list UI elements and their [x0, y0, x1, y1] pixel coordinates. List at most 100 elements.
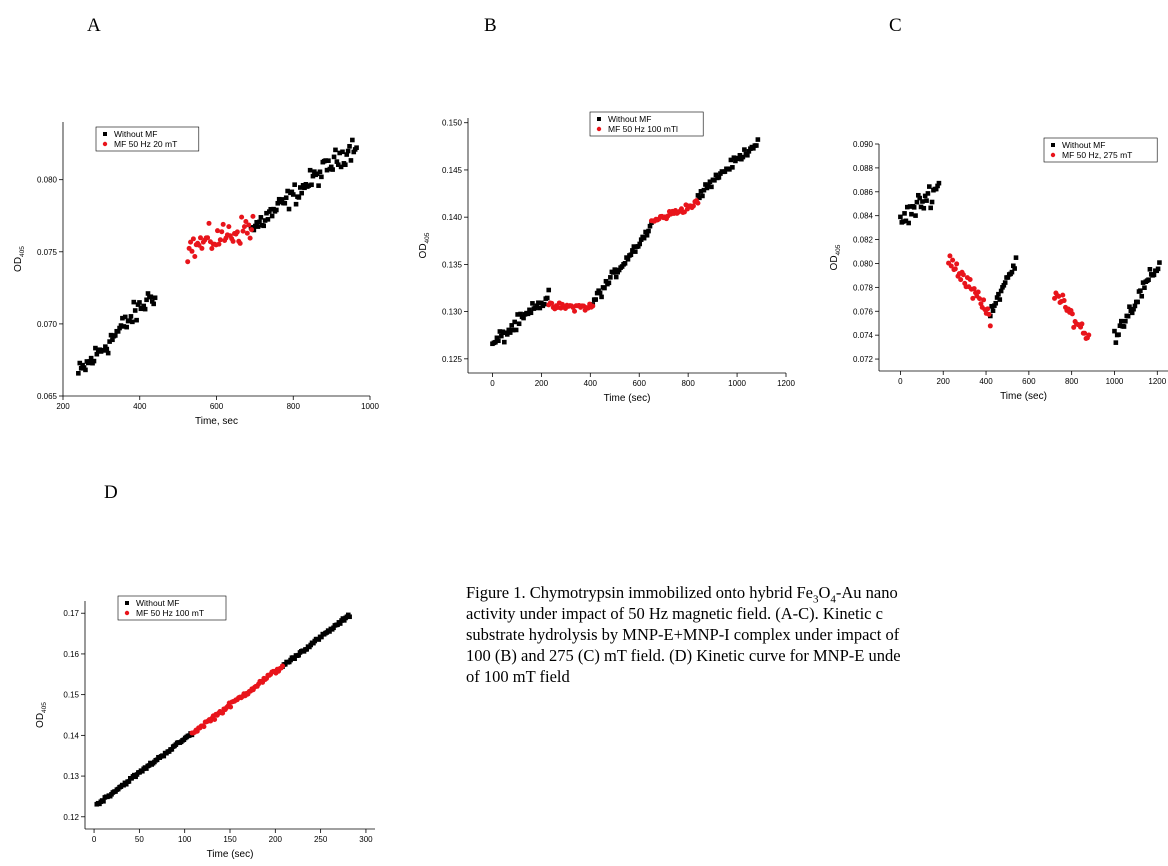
data-point-square — [154, 757, 160, 763]
data-point-square — [528, 310, 534, 316]
x-tick-label: 50 — [135, 835, 144, 844]
data-point-square — [1155, 266, 1161, 272]
data-point-square — [722, 169, 728, 174]
x-tick-label: 800 — [287, 402, 301, 411]
data-point-square — [728, 157, 734, 163]
data-point-square — [500, 329, 506, 335]
data-point-square — [497, 329, 503, 334]
data-point-circle — [690, 203, 696, 209]
data-point-square — [81, 365, 87, 370]
data-point-circle — [190, 236, 196, 242]
data-point-square — [628, 252, 634, 258]
data-point-square — [998, 288, 1004, 294]
data-point-square — [306, 183, 312, 188]
data-point-square — [296, 195, 302, 200]
data-point-square — [1123, 318, 1128, 324]
data-point-square — [348, 158, 354, 163]
x-axis-title: Time (sec) — [1000, 391, 1047, 402]
data-point-square — [637, 241, 643, 247]
data-point-square — [917, 195, 922, 201]
data-point-square — [913, 213, 918, 218]
data-point-square — [275, 201, 281, 206]
data-point-square — [731, 155, 737, 160]
legend-entry: MF 50 Hz 20 mT — [114, 139, 177, 149]
data-point-square — [132, 308, 138, 313]
data-point-square — [123, 781, 129, 787]
data-point-square — [304, 647, 310, 652]
data-point-square — [751, 146, 756, 151]
data-point-square — [502, 339, 507, 345]
data-point-square — [730, 165, 735, 170]
data-point-square — [613, 274, 619, 280]
data-point-square — [635, 244, 641, 249]
data-point-square — [299, 190, 304, 196]
data-point-square — [331, 154, 337, 160]
legend-entry: MF 50 Hz, 275 mT — [1062, 150, 1132, 160]
data-point-square — [516, 321, 522, 327]
data-point-square — [142, 306, 148, 312]
data-point-square — [145, 291, 151, 296]
data-point-square — [695, 193, 701, 198]
data-point-square — [324, 167, 330, 173]
legend-entry: Without MF — [136, 598, 179, 608]
data-point-circle — [1079, 321, 1085, 327]
legend-marker-square — [103, 132, 107, 136]
data-point-square — [302, 185, 307, 191]
data-point-square — [727, 167, 732, 172]
y-tick-label: 0.072 — [853, 355, 874, 364]
data-point-square — [288, 657, 293, 663]
data-point-square — [341, 618, 347, 623]
data-point-square — [1116, 332, 1121, 337]
data-point-circle — [239, 214, 245, 220]
x-tick-label: 0 — [490, 379, 495, 388]
data-point-square — [326, 158, 331, 163]
data-point-circle — [678, 206, 684, 212]
data-point-square — [345, 148, 351, 154]
data-point-square — [278, 199, 283, 205]
data-point-square — [122, 314, 128, 320]
data-point-square — [697, 195, 702, 201]
data-point-square — [152, 295, 158, 301]
x-tick-label: 200 — [56, 402, 70, 411]
data-point-circle — [1061, 298, 1067, 304]
x-axis-title: Time (sec) — [207, 849, 254, 860]
x-tick-label: 150 — [223, 835, 237, 844]
data-point-circle — [217, 237, 223, 243]
data-point-square — [105, 350, 111, 356]
data-point-circle — [240, 228, 246, 234]
data-point-square — [1113, 340, 1119, 345]
x-tick-label: 1000 — [728, 379, 746, 388]
panel-letter-c: C — [889, 15, 902, 36]
data-point-circle — [695, 200, 701, 206]
data-point-circle — [950, 257, 956, 263]
data-point-square — [737, 153, 743, 158]
data-point-square — [103, 344, 108, 349]
data-point-square — [534, 303, 540, 309]
data-point-square — [929, 199, 935, 205]
data-point-square — [316, 637, 322, 642]
data-point-square — [906, 220, 911, 226]
data-point-square — [641, 235, 647, 241]
legend-entry: Without MF — [608, 114, 651, 124]
data-point-circle — [220, 221, 226, 227]
x-tick-label: 600 — [633, 379, 647, 388]
data-point-square — [499, 333, 504, 339]
data-point-square — [509, 323, 515, 328]
data-point-square — [343, 162, 348, 168]
y-tick-label: 0.12 — [63, 813, 79, 822]
data-point-square — [124, 324, 129, 330]
panel-letter-d: D — [104, 482, 118, 503]
data-point-circle — [237, 240, 243, 246]
data-point-square — [282, 200, 288, 206]
y-tick-label: 0.076 — [853, 307, 874, 316]
data-point-square — [279, 197, 285, 202]
data-point-square — [269, 213, 275, 219]
data-point-square — [120, 315, 125, 321]
data-point-square — [603, 278, 609, 284]
y-tick-label: 0.088 — [853, 164, 874, 173]
figure-caption: Figure 1. Chymotrypsin immobilized onto … — [466, 582, 1166, 687]
data-point-square — [515, 312, 520, 317]
